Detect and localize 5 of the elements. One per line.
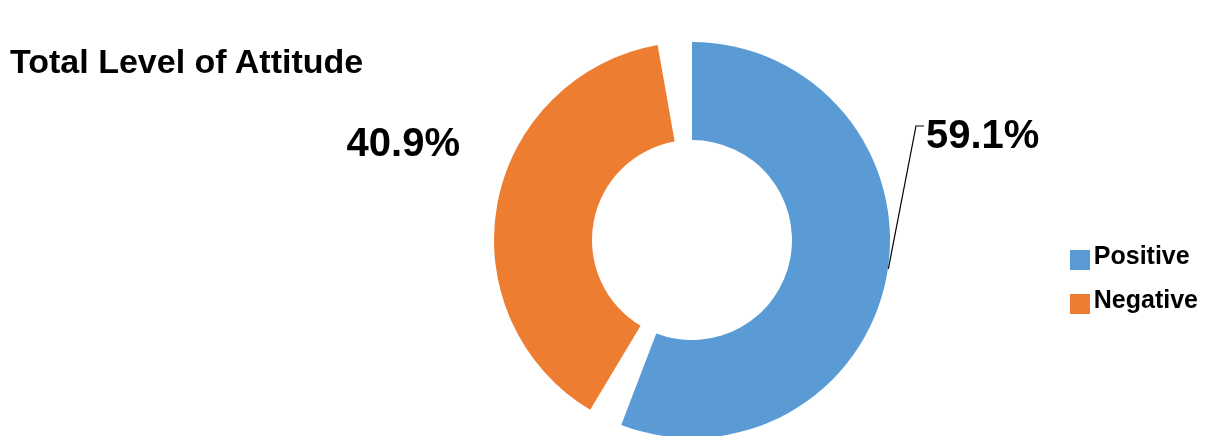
- legend-label: Positive: [1093, 241, 1190, 269]
- data-label: 59.1%: [926, 112, 1040, 156]
- chart-title: Total Level of Attitude: [10, 42, 364, 81]
- legend-label: Negative: [1093, 285, 1198, 313]
- data-label: 40.9%: [346, 120, 460, 164]
